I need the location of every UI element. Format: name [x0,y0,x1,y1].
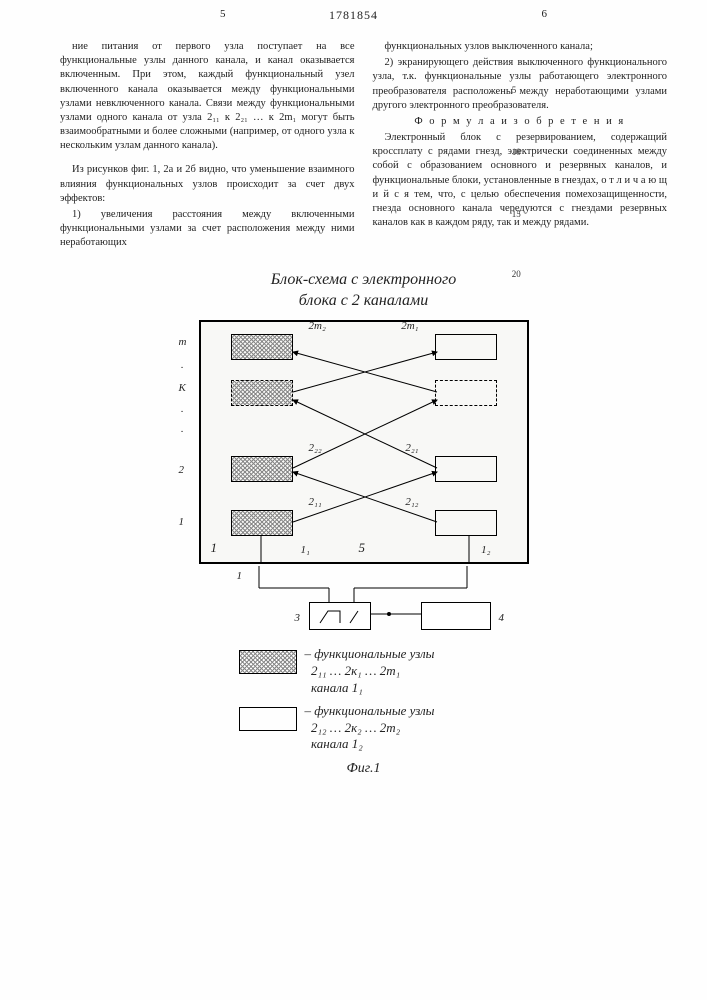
node-label: 1 [237,570,243,582]
index-label: 1₂ [481,544,490,556]
inside-label: 1 [211,540,218,556]
row-label: 2 [179,464,185,476]
row-label: · [181,406,184,418]
block-3 [309,602,371,630]
right-column: 5 10 15 20 функциональных узлов выключен… [373,40,668,252]
func-block [435,334,497,360]
diagram: m · К · · 2 1 2m₂ 2m₁ 2₂₂ 2₂₁ [199,320,529,777]
legend-label: функциональные узлы [314,646,434,661]
legend-channel: канала 1₂ [311,736,363,751]
left-column: ние питания от первого узла поступает на… [60,40,355,252]
block-label: 2m₂ [309,320,326,332]
row-label: · [181,426,184,438]
legend-swatch-empty [239,707,297,731]
func-block [231,510,293,536]
block-label: 2₁₁ [309,496,322,508]
legend-row: – функциональные узлы 2₁₂ … 2к₂ … 2m₂ ка… [239,703,529,754]
row-label: 1 [179,516,185,528]
block-label: 2m₁ [401,320,418,332]
func-block [435,510,497,536]
below-block: 1 3 4 [199,566,529,636]
func-block-dashed [435,380,497,406]
block-label: 2₂₂ [309,442,322,454]
block-label: 2₁₂ [405,496,418,508]
legend-sub: 2₁₁ … 2к₁ … 2m₁ [311,663,400,678]
figure-title: Блок-схема с электронного блока с 2 кана… [60,270,667,312]
legend-swatch-hatched [239,650,297,674]
main-box: 2m₂ 2m₁ 2₂₂ 2₂₁ 2₁₁ 2₁₂ 1 5 1₁ 1₂ [199,320,529,564]
legend-row: – функциональные узлы 2₁₁ … 2к₁ … 2m₁ ка… [239,646,529,697]
line-number: 20 [512,268,521,280]
index-label: 1₁ [301,544,310,556]
legend-text: – функциональные узлы 2₁₂ … 2к₂ … 2m₂ ка… [305,703,435,754]
figure-caption: Фиг.1 [199,761,529,777]
para: 2) экранирующего действия выключенного ф… [373,56,668,113]
formula-heading: Ф о р м у л а и з о б р е т е н и я [373,115,668,129]
figure-title-line: блока с 2 каналами [299,292,428,309]
block-4 [421,602,491,630]
line-number: 5 [512,84,517,96]
func-block [231,456,293,482]
func-block-dashed [231,380,293,406]
para: 1) увеличения расстояния между включенны… [60,208,355,251]
para: ние питания от первого узла поступает на… [60,40,355,153]
page-number-right: 6 [542,8,548,20]
figure-title-line: Блок-схема с электронного [271,271,457,288]
page: 5 1781854 6 ние питания от первого узла … [0,0,707,1000]
two-column-text: ние питания от первого узла поступает на… [60,40,667,252]
legend: – функциональные узлы 2₁₁ … 2к₁ … 2m₁ ка… [199,646,529,753]
para: функциональных узлов выключенного канала… [373,40,668,54]
row-label: К [179,382,186,394]
legend-text: – функциональные узлы 2₁₁ … 2к₁ … 2m₁ ка… [305,646,435,697]
line-number: 10 [512,146,521,158]
row-label: m [179,336,187,348]
para: Из рисунков фиг. 1, 2а и 2б видно, что у… [60,163,355,206]
document-number: 1781854 [329,8,378,23]
line-number: 15 [512,208,521,220]
row-label: · [181,362,184,374]
node-label: 4 [499,612,505,624]
node-label: 3 [295,612,301,624]
inside-label: 5 [359,540,366,556]
block-label: 2₂₁ [405,442,418,454]
func-block [231,334,293,360]
page-number-left: 5 [220,8,226,20]
legend-label: функциональные узлы [314,703,434,718]
legend-sub: 2₁₂ … 2к₂ … 2m₂ [311,720,400,735]
legend-channel: канала 1₁ [311,680,363,695]
func-block [435,456,497,482]
